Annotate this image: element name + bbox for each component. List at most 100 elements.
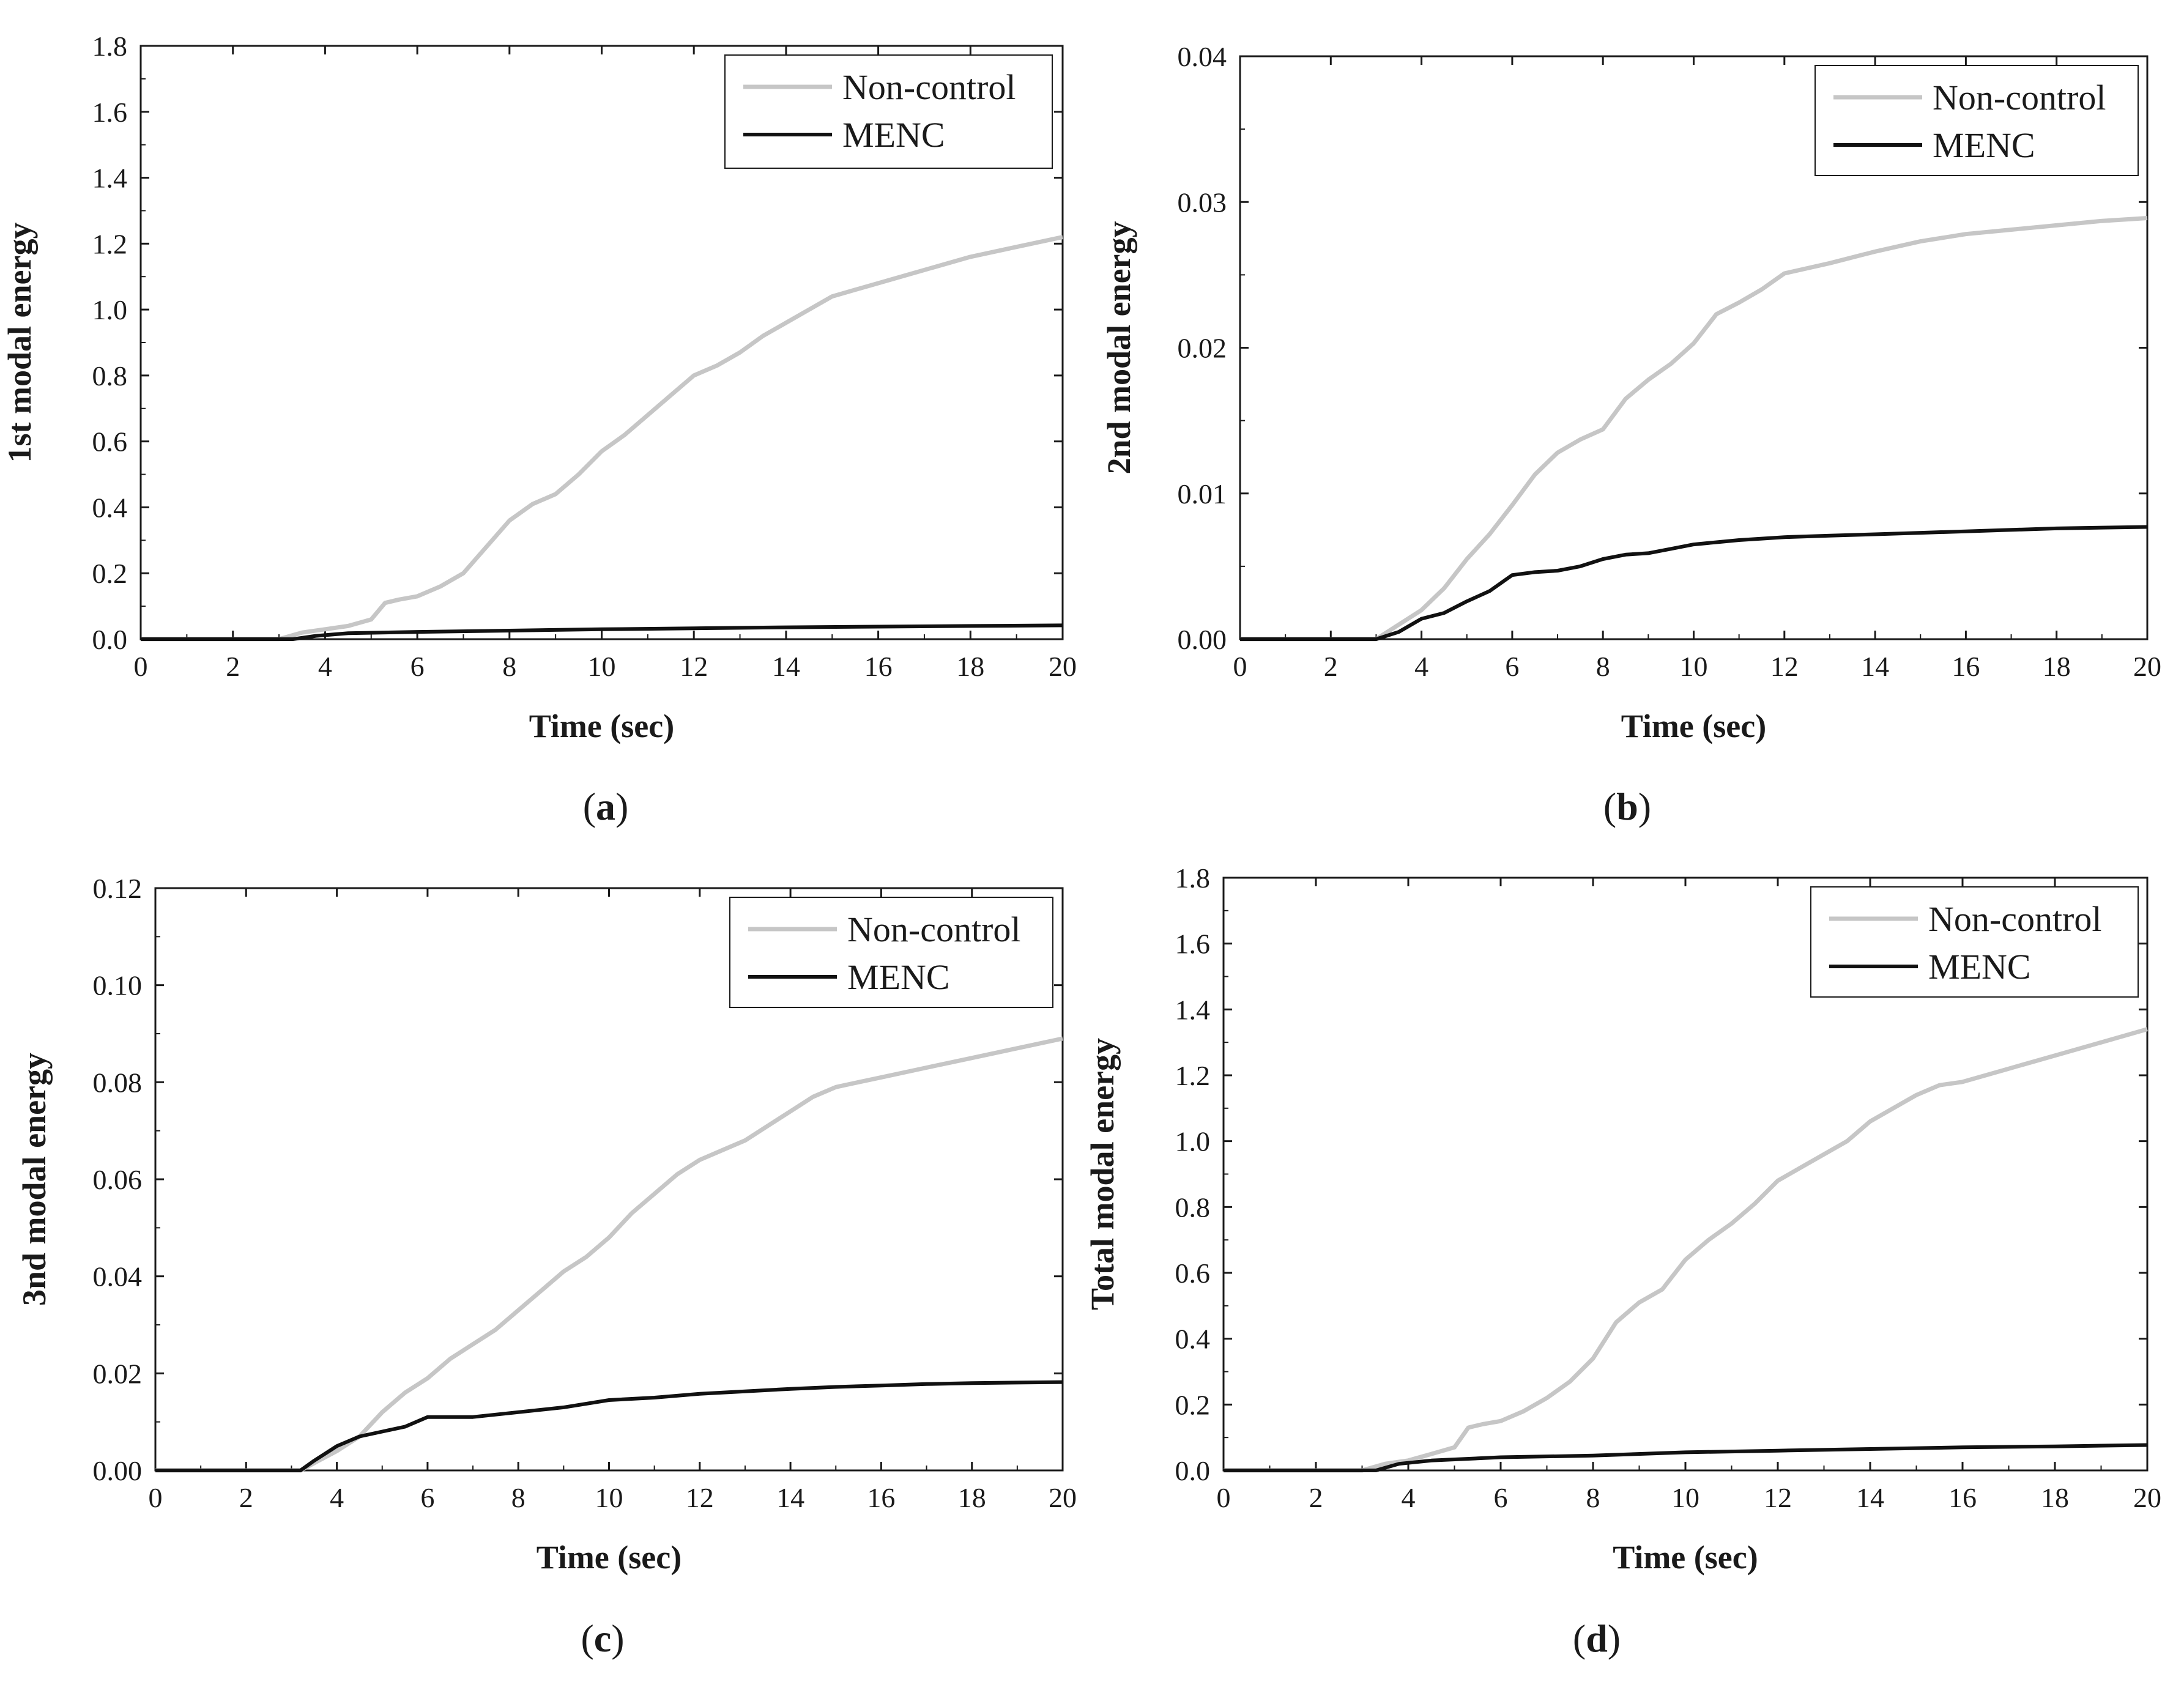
chart-panel-1: 0 2 4 6 8 10 12 14 16 18 20 0.00 0.01 0.02 0.03 0.04 Tim… xyxy=(1101,41,2161,828)
legend-label: MENC xyxy=(1933,125,2035,165)
x-tick-label: 10 xyxy=(595,1482,623,1513)
legend-label: Non-control xyxy=(1933,78,2106,117)
x-tick-label: 2 xyxy=(239,1482,253,1513)
x-tick-label: 4 xyxy=(1414,651,1428,682)
legend-label: Non-control xyxy=(1928,899,2102,939)
legend-label: Non-control xyxy=(847,910,1021,949)
x-axis-title: Time (sec) xyxy=(529,708,674,744)
y-tick-label: 0.2 xyxy=(92,558,128,589)
x-tick-label: 8 xyxy=(1586,1482,1600,1513)
y-tick-label: 0.6 xyxy=(1175,1258,1211,1289)
y-tick-label: 1.0 xyxy=(1175,1126,1211,1157)
x-tick-label: 12 xyxy=(680,651,708,682)
y-tick-label: 0.03 xyxy=(1178,187,1227,218)
chart-panel-2: 0 2 4 6 8 10 12 14 16 18 20 0.00 0.02 0.04 0.06 0.08 0.1… xyxy=(16,873,1077,1660)
x-axis-title: Time (sec) xyxy=(1613,1539,1758,1576)
chart-panel-3: 0 2 4 6 8 10 12 14 16 18 20 0.0 0.2 0.4 0.6 0.8 1.0 1.2 1.… xyxy=(1084,862,2161,1660)
x-tick-label: 20 xyxy=(1049,1482,1077,1513)
panel-label: (c) xyxy=(581,1617,624,1660)
y-axis-title: 2nd modal energy xyxy=(1101,221,1137,474)
x-tick-label: 0 xyxy=(134,651,148,682)
x-tick-label: 14 xyxy=(1861,651,1889,682)
x-axis-title: Time (sec) xyxy=(1621,708,1766,744)
x-tick-label: 18 xyxy=(956,651,984,682)
y-tick-label: 1.4 xyxy=(92,163,128,194)
y-tick-label: 0.04 xyxy=(1178,41,1227,72)
x-tick-label: 20 xyxy=(2133,1482,2161,1513)
x-tick-label: 0 xyxy=(1217,1482,1231,1513)
x-tick-label: 12 xyxy=(1764,1482,1792,1513)
y-axis-title: 1st modal energy xyxy=(1,223,38,463)
x-tick-label: 14 xyxy=(776,1482,804,1513)
legend-label: MENC xyxy=(847,957,950,997)
series-line-non-control xyxy=(155,1036,1063,1473)
x-tick-label: 4 xyxy=(318,651,332,682)
y-tick-label: 0.02 xyxy=(93,1358,143,1389)
x-tick-label: 8 xyxy=(1596,651,1610,682)
x-tick-label: 12 xyxy=(686,1482,714,1513)
x-tick-label: 20 xyxy=(1049,651,1077,682)
y-tick-label: 0.4 xyxy=(1175,1324,1211,1355)
legend-label: Non-control xyxy=(842,67,1016,107)
x-tick-label: 2 xyxy=(1324,651,1338,682)
y-tick-label: 0.8 xyxy=(92,360,128,391)
y-tick-label: 0.08 xyxy=(93,1067,143,1098)
x-tick-label: 18 xyxy=(2043,651,2071,682)
x-tick-label: 16 xyxy=(1952,651,1980,682)
series-line-menc xyxy=(1224,1443,2148,1472)
series-line-menc xyxy=(141,623,1063,641)
x-axis-title: Time (sec) xyxy=(537,1539,682,1576)
y-tick-label: 0.06 xyxy=(93,1164,143,1195)
legend-label: MENC xyxy=(1928,947,2031,987)
y-tick-label: 1.8 xyxy=(92,31,128,62)
x-tick-label: 8 xyxy=(502,651,516,682)
legend-box xyxy=(724,54,1053,169)
series-line-menc xyxy=(155,1380,1063,1472)
y-tick-label: 1.6 xyxy=(1175,928,1211,960)
x-tick-label: 14 xyxy=(1856,1482,1884,1513)
y-axis-title: 3nd modal energy xyxy=(16,1053,53,1306)
y-tick-label: 0.00 xyxy=(1178,624,1227,655)
panel-label: (a) xyxy=(583,785,629,828)
x-tick-label: 2 xyxy=(1309,1482,1323,1513)
series-line-menc xyxy=(1240,525,2148,641)
x-tick-label: 16 xyxy=(1948,1482,1977,1513)
x-tick-label: 18 xyxy=(2041,1482,2069,1513)
series-line-non-control xyxy=(141,235,1063,642)
y-tick-label: 0.10 xyxy=(93,970,143,1001)
x-tick-label: 10 xyxy=(588,651,616,682)
y-tick-label: 1.6 xyxy=(92,97,128,128)
x-tick-label: 20 xyxy=(2133,651,2161,682)
legend-box xyxy=(1810,886,2139,998)
y-tick-label: 0.0 xyxy=(1175,1455,1211,1486)
y-tick-label: 0.04 xyxy=(93,1261,143,1292)
legend: Non-control MENC xyxy=(729,897,1053,1008)
x-tick-label: 0 xyxy=(1233,651,1247,682)
x-tick-label: 10 xyxy=(1680,651,1708,682)
x-tick-label: 6 xyxy=(410,651,425,682)
x-tick-label: 8 xyxy=(511,1482,526,1513)
x-tick-label: 4 xyxy=(330,1482,344,1513)
x-tick-label: 16 xyxy=(867,1482,895,1513)
y-tick-label: 0.2 xyxy=(1175,1389,1211,1420)
x-tick-label: 6 xyxy=(420,1482,434,1513)
y-tick-label: 0.4 xyxy=(92,492,128,523)
y-tick-label: 0.01 xyxy=(1178,478,1227,510)
legend-box xyxy=(729,897,1053,1008)
y-tick-label: 1.2 xyxy=(1175,1060,1211,1091)
panel-label: (d) xyxy=(1573,1617,1621,1660)
panel-label: (b) xyxy=(1603,785,1651,828)
x-tick-label: 2 xyxy=(226,651,240,682)
y-tick-label: 0.8 xyxy=(1175,1192,1211,1223)
y-tick-label: 1.0 xyxy=(92,294,128,325)
x-tick-label: 12 xyxy=(1770,651,1799,682)
y-tick-label: 0.6 xyxy=(92,426,128,458)
series-line-non-control xyxy=(1240,216,2148,642)
x-tick-label: 16 xyxy=(864,651,893,682)
x-tick-label: 18 xyxy=(958,1482,986,1513)
series-line-non-control xyxy=(1224,1027,2148,1473)
y-axis-title: Total modal energy xyxy=(1084,1038,1121,1310)
y-tick-label: 1.2 xyxy=(92,228,128,259)
y-tick-label: 0.00 xyxy=(93,1455,143,1486)
